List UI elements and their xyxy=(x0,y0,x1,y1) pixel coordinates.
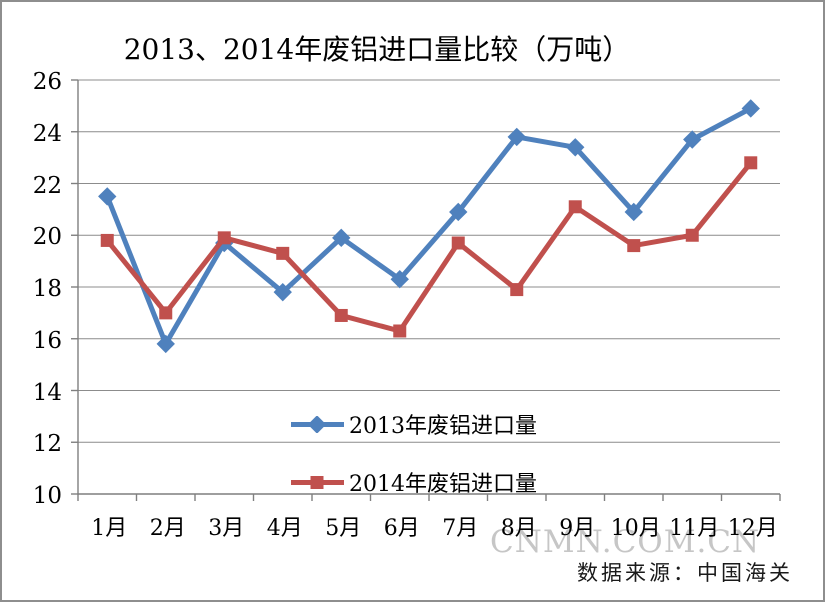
legend-2014-square-icon xyxy=(291,475,344,489)
y-tick-label: 18 xyxy=(32,276,62,302)
y-tick-label: 22 xyxy=(32,172,62,199)
x-axis-labels: 1月 2月 3月 4月 5月 6月 7月 8月 9月 10月 11月 12月 xyxy=(2,510,823,541)
x-tick-label: 1月 xyxy=(91,516,128,541)
y-tick-label: 16 xyxy=(32,327,62,354)
y-axis-labels: 10 12 14 16 18 20 22 24 26 xyxy=(2,2,62,600)
x-tick-label: 8月 xyxy=(500,516,537,541)
data-source-label: 数据来源：中国海关 xyxy=(577,561,793,585)
chart-title: 2013、2014年废铝进口量比较（万吨） xyxy=(123,33,631,66)
legend-2014-label: 2014年废铝进口量 xyxy=(349,472,537,497)
y-tick-label: 12 xyxy=(32,431,62,458)
x-tick-label: 11月 xyxy=(669,516,720,541)
x-tick-label: 12月 xyxy=(727,516,778,541)
x-tick-label: 3月 xyxy=(208,516,245,541)
x-tick-label: 6月 xyxy=(383,516,420,541)
y-tick-label: 24 xyxy=(32,120,62,147)
x-tick-label: 10月 xyxy=(610,516,661,541)
x-tick-label: 9月 xyxy=(559,516,596,541)
y-tick-label: 20 xyxy=(32,224,62,251)
y-tick-label: 10 xyxy=(32,483,62,509)
legend-2013-diamond-icon xyxy=(291,415,344,433)
legend-entry-2013: 2013年废铝进口量 xyxy=(290,408,537,440)
y-tick-label: 14 xyxy=(32,379,62,406)
y-tick-label: 26 xyxy=(32,69,62,95)
x-tick-label: 4月 xyxy=(266,516,303,541)
legend-2013-label: 2013年废铝进口量 xyxy=(349,414,537,439)
legend-entry-2014: 2014年废铝进口量 xyxy=(290,466,537,498)
watermark: CNMN.COM.CN xyxy=(490,524,761,560)
x-tick-label: 5月 xyxy=(325,516,362,541)
x-tick-label: 7月 xyxy=(442,516,479,541)
x-tick-label: 2月 xyxy=(149,516,186,541)
